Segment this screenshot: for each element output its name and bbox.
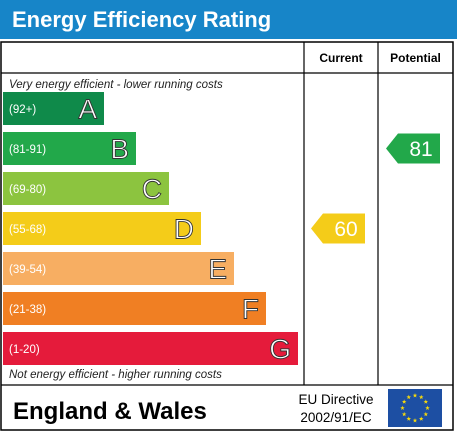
eu-star-icon xyxy=(418,416,424,421)
band-e: (39-54) E xyxy=(3,252,234,285)
current-rating-arrow-value: 60 xyxy=(334,218,357,241)
band-range-b: (81-91) xyxy=(9,144,46,156)
eu-star-icon xyxy=(412,418,418,423)
note-bottom: Not energy efficient - higher running co… xyxy=(9,369,222,381)
eu-star-icon xyxy=(425,405,430,410)
current-rating-arrow-shape xyxy=(311,213,365,244)
footer-directive-line1: EU Directive xyxy=(298,392,373,407)
eu-star-icon xyxy=(401,399,407,404)
band-bar-a xyxy=(3,92,104,125)
eu-star-icon xyxy=(423,411,429,417)
band-range-f: (21-38) xyxy=(9,304,46,316)
chart-title: Energy Efficiency Rating xyxy=(12,7,271,32)
band-letter-g: G xyxy=(269,334,291,365)
note-top: Very energy efficient - lower running co… xyxy=(9,79,223,91)
header-potential: Potential xyxy=(390,51,441,65)
band-g: (1-20) G xyxy=(3,332,298,365)
table-frame xyxy=(0,41,454,431)
band-letter-e: E xyxy=(208,254,227,285)
band-letter-b: B xyxy=(110,134,129,165)
band-bar-d xyxy=(3,212,201,245)
eu-star-icon xyxy=(406,416,412,421)
band-b: (81-91) B xyxy=(3,132,136,165)
eu-star-icon xyxy=(423,399,429,404)
eu-flag-icon xyxy=(388,389,442,427)
band-bar-e xyxy=(3,252,234,285)
band-range-g: (1-20) xyxy=(9,344,40,356)
band-letter-d: D xyxy=(174,214,194,245)
band-bar-f xyxy=(3,292,266,325)
title-bar xyxy=(0,0,457,39)
footer-region: England & Wales xyxy=(13,398,207,425)
current-rating-arrow: 60 xyxy=(311,213,365,244)
band-range-a: (92+) xyxy=(9,104,36,116)
band-letter-a: A xyxy=(78,94,97,125)
eu-star-icon xyxy=(412,393,418,398)
band-f: (21-38) F xyxy=(3,292,266,325)
footer-directive-line2: 2002/91/EC xyxy=(300,410,372,425)
eu-star-icon xyxy=(418,394,424,400)
band-bar-g xyxy=(3,332,298,365)
eu-star-icon xyxy=(400,405,405,410)
band-a: (92+) A xyxy=(3,92,104,125)
potential-rating-arrow-value: 81 xyxy=(409,138,432,161)
band-letter-c: C xyxy=(142,174,162,205)
header-current: Current xyxy=(319,51,362,65)
band-bar-c xyxy=(3,172,169,205)
band-letter-f: F xyxy=(242,294,259,325)
eu-star-icon xyxy=(401,411,407,417)
band-c: (69-80) C xyxy=(3,172,169,205)
potential-rating-arrow: 81 xyxy=(386,133,440,164)
band-bar-b xyxy=(3,132,136,165)
band-range-c: (69-80) xyxy=(9,184,46,196)
band-range-d: (55-68) xyxy=(9,224,46,236)
potential-rating-arrow-shape xyxy=(386,133,440,164)
band-range-e: (39-54) xyxy=(9,264,46,276)
eu-star-icon xyxy=(406,394,412,400)
band-d: (55-68) D xyxy=(3,212,201,245)
